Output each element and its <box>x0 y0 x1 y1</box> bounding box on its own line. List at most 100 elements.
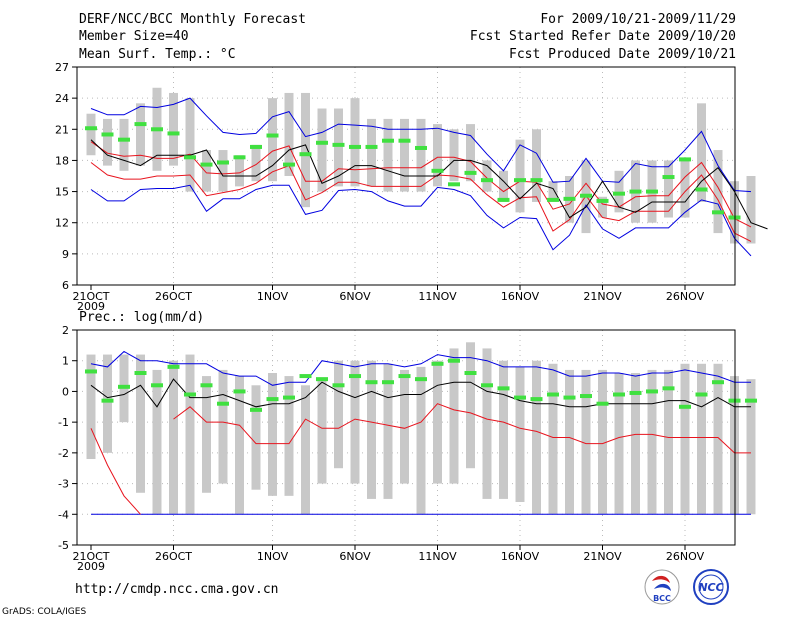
median-marker <box>217 160 229 165</box>
ensemble-box <box>680 363 690 515</box>
median-marker <box>184 392 196 397</box>
x-tick-label: 26NOV <box>666 550 705 563</box>
median-marker <box>349 144 361 149</box>
temperature-variable-label: Mean Surf. Temp.: °C <box>79 47 236 62</box>
x-tick-label: 26OCT <box>155 290 192 303</box>
ensemble-box <box>119 118 129 171</box>
median-marker <box>596 198 609 203</box>
ensemble-box <box>334 108 343 187</box>
median-marker <box>398 374 411 379</box>
ensemble-box <box>433 124 442 187</box>
x-tick-label: 16NOV <box>501 290 540 303</box>
ensemble-box <box>218 150 228 192</box>
ensemble-box <box>268 373 277 496</box>
median-marker <box>613 191 625 196</box>
median-marker <box>250 407 262 412</box>
ensemble-mean-line <box>90 378 751 408</box>
ensemble-box <box>581 369 591 515</box>
x-tick-label: 21NOV <box>583 550 622 563</box>
median-marker <box>118 137 130 142</box>
median-marker <box>662 386 675 391</box>
median-marker <box>646 189 658 194</box>
ensemble-box <box>218 369 228 484</box>
x-tick-label: 21OCT <box>72 550 109 563</box>
red-lower-line <box>173 403 751 454</box>
x-tick-label: 11NOV <box>418 550 457 563</box>
median-marker <box>233 389 246 394</box>
median-marker <box>101 398 114 403</box>
median-marker <box>316 377 328 382</box>
median-marker <box>613 392 625 397</box>
x-tick-label: 21OCT <box>72 290 109 303</box>
x-tick-label: 6NOV <box>339 550 371 563</box>
median-marker <box>85 369 97 374</box>
x-tick-label: 16NOV <box>501 550 540 563</box>
median-marker <box>101 132 114 137</box>
ensemble-box <box>136 103 145 166</box>
median-marker <box>712 210 724 215</box>
ensemble-box <box>202 376 211 493</box>
median-marker <box>547 197 559 202</box>
ensemble-box <box>680 160 690 218</box>
source-url[interactable]: http://cmdp.ncc.cma.gov.cn <box>75 582 279 597</box>
median-marker <box>695 392 708 397</box>
median-marker <box>679 404 691 409</box>
median-marker <box>497 386 510 391</box>
blue-lower-line <box>90 184 752 257</box>
y-tick-label: -3 <box>58 478 69 491</box>
median-marker <box>134 371 147 375</box>
ensemble-box <box>532 129 541 202</box>
median-marker <box>448 358 460 363</box>
ensemble-box <box>202 150 211 192</box>
ensemble-box <box>499 170 508 202</box>
chart-title: DERF/NCC/BCC Monthly Forecast <box>79 12 306 27</box>
ensemble-box <box>515 366 525 502</box>
median-marker <box>530 178 543 183</box>
median-marker <box>431 361 444 366</box>
ensemble-box <box>383 363 393 499</box>
bcc-logo-text: BCC <box>653 594 671 603</box>
ensemble-box <box>697 363 706 515</box>
x-tick-sublabel: 2009 <box>77 560 105 573</box>
ensemble-box <box>317 379 327 484</box>
median-marker <box>184 155 196 160</box>
ensemble-box <box>515 139 525 213</box>
member-size: Member Size=40 <box>79 29 189 44</box>
median-marker <box>514 178 526 183</box>
ncc-logo: NCC <box>693 569 729 605</box>
median-marker <box>596 401 609 406</box>
x-tick-label: 1NOV <box>257 550 289 563</box>
ensemble-box <box>334 360 343 469</box>
ensemble-box <box>235 376 244 515</box>
ensemble-box <box>268 98 277 182</box>
y-tick-label: 21 <box>55 123 69 136</box>
ensemble-box <box>169 360 178 515</box>
red-upper-line <box>90 141 752 228</box>
y-tick-label: -1 <box>58 416 69 429</box>
y-tick-label: 24 <box>55 92 69 105</box>
ensemble-box <box>482 348 492 499</box>
ensemble-mean-line <box>90 139 768 230</box>
ensemble-box <box>284 376 294 496</box>
y-tick-label: 18 <box>55 154 69 167</box>
precipitation-variable-label: Prec.: log(mm/d) <box>79 310 205 325</box>
ensemble-box <box>169 92 178 166</box>
ensemble-box <box>713 363 723 515</box>
y-tick-label: 9 <box>62 248 69 261</box>
ensemble-box <box>614 170 624 213</box>
x-tick-label: 21NOV <box>583 290 622 303</box>
median-marker <box>283 395 295 400</box>
ensemble-box <box>251 144 261 182</box>
median-marker <box>266 397 279 402</box>
median-marker <box>266 133 279 138</box>
median-marker <box>365 380 378 385</box>
ensemble-box <box>86 354 96 459</box>
median-marker <box>332 383 345 388</box>
median-marker <box>382 380 394 385</box>
ncc-logo-text: NCC <box>698 581 723 594</box>
blue-upper-line <box>90 350 751 386</box>
forecast-produced-date: Fcst Produced Date 2009/10/21 <box>509 47 736 62</box>
